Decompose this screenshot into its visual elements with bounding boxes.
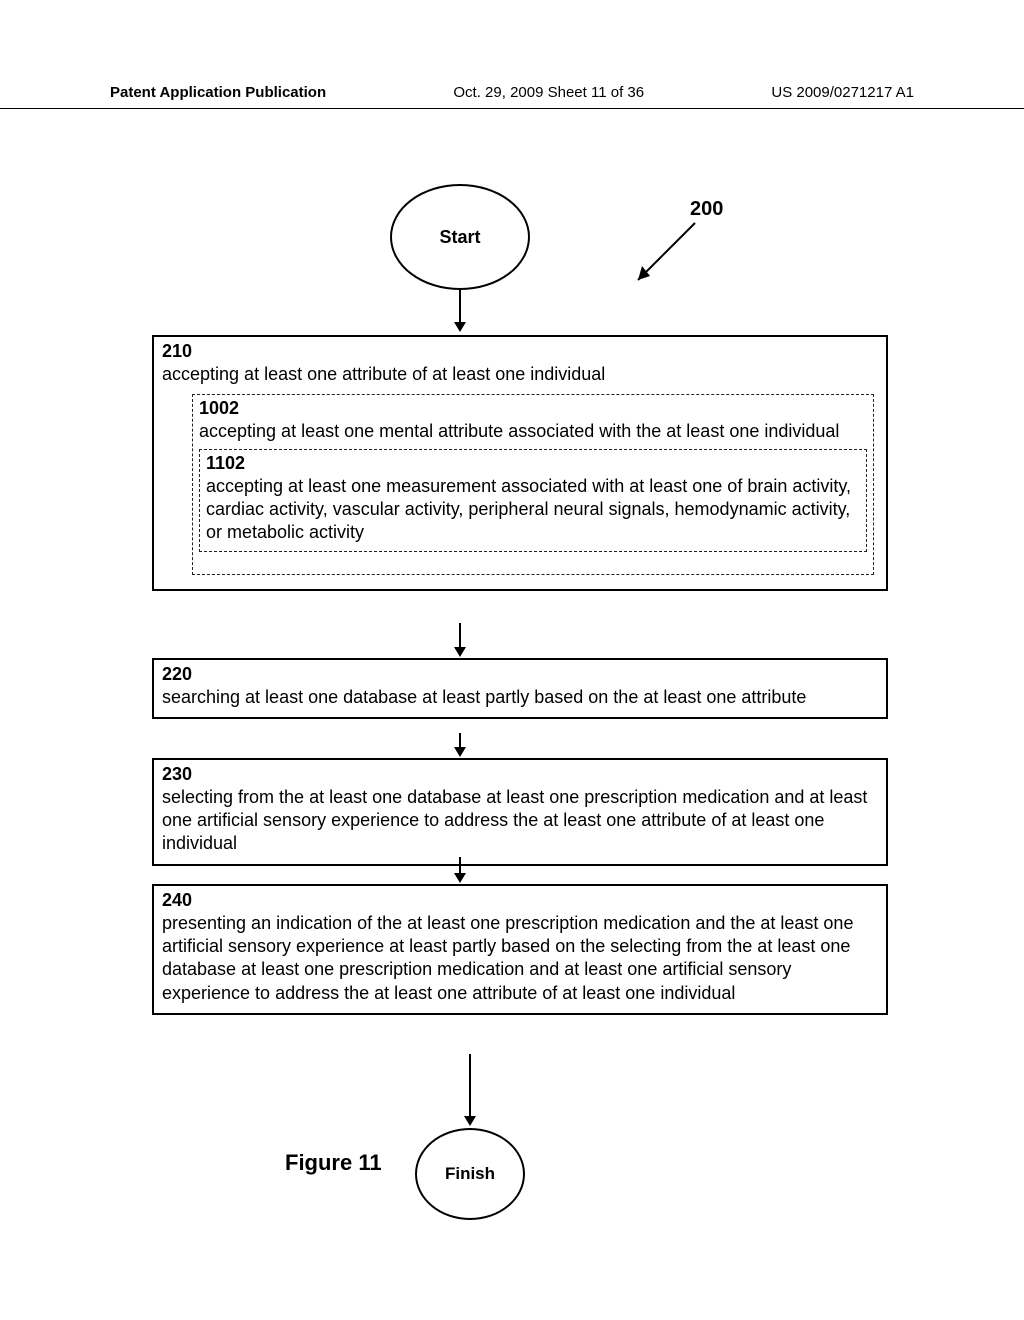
box-240-text: presenting an indication of the at least…: [162, 912, 878, 1006]
box-240: 240 presenting an indication of the at l…: [152, 884, 888, 1015]
box-220-num: 220: [162, 664, 878, 686]
arrow-230-to-240: [454, 857, 466, 883]
diagram-canvas: Start 200 210 accepting at least one att…: [0, 0, 1024, 1320]
box-1102-text: accepting at least one measurement assoc…: [206, 475, 860, 545]
box-210-num: 210: [162, 341, 878, 363]
start-node: Start: [390, 184, 530, 290]
box-1102-num: 1102: [206, 453, 860, 475]
arrow-210-to-220: [454, 623, 466, 657]
box-1002-num: 1002: [199, 398, 867, 420]
arrow-220-to-230: [454, 733, 466, 757]
box-230: 230 selecting from the at least one data…: [152, 758, 888, 866]
arrow-start-to-210: [454, 290, 466, 332]
box-220-text: searching at least one database at least…: [162, 686, 878, 709]
box-1002-text: accepting at least one mental attribute …: [199, 420, 867, 443]
box-210: 210 accepting at least one attribute of …: [152, 335, 888, 591]
box-210-text: accepting at least one attribute of at l…: [162, 363, 878, 386]
box-1002: 1002 accepting at least one mental attri…: [192, 394, 874, 575]
box-230-num: 230: [162, 764, 878, 786]
box-220: 220 searching at least one database at l…: [152, 658, 888, 719]
finish-label: Finish: [445, 1164, 495, 1184]
box-230-text: selecting from the at least one database…: [162, 786, 878, 856]
ref-arrow-icon: [620, 218, 710, 298]
finish-node: Finish: [415, 1128, 525, 1220]
start-label: Start: [439, 227, 480, 248]
box-240-num: 240: [162, 890, 878, 912]
box-1102: 1102 accepting at least one measurement …: [199, 449, 867, 552]
arrow-240-to-finish: [464, 1054, 476, 1126]
figure-label: Figure 11: [285, 1150, 382, 1176]
